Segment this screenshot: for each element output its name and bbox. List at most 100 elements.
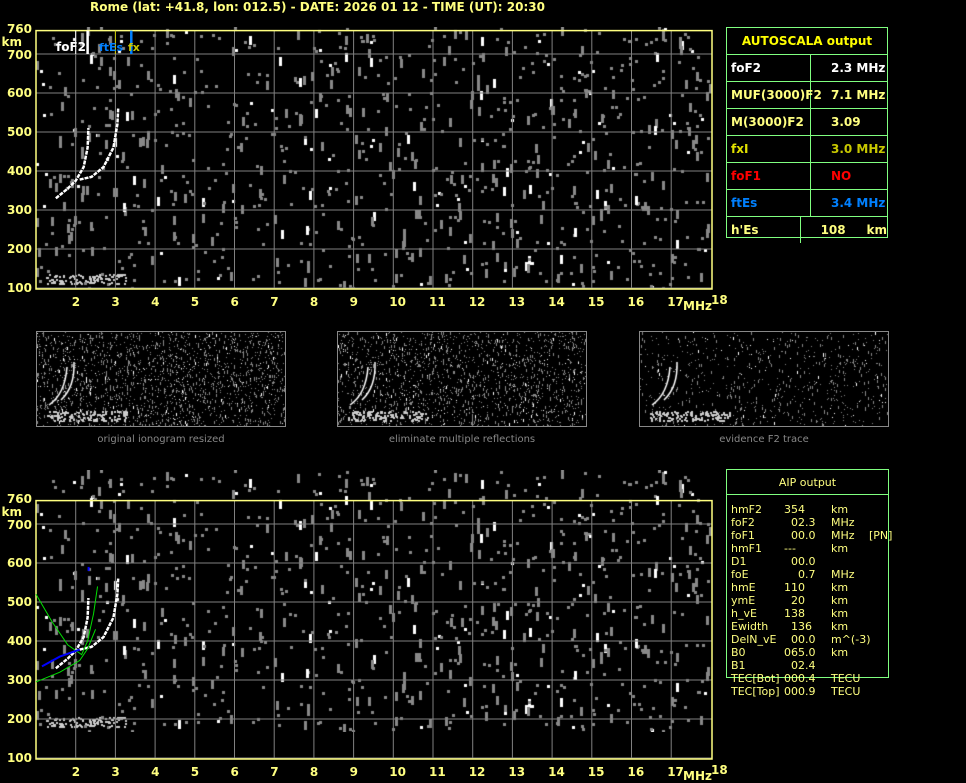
aip-row: hmF2 354 km [731, 503, 892, 516]
x-tick-label: 7 [270, 295, 279, 309]
aip-key: TEC[Top] [731, 685, 780, 698]
aip-value: 065.0 [784, 646, 816, 659]
x-tick-label: 4 [151, 765, 160, 779]
autoscala-row: foF1 NO [727, 163, 887, 190]
x-tick-label: 7 [270, 765, 279, 779]
x-last-label: 18 [711, 293, 728, 307]
x-tick-label: 9 [349, 765, 358, 779]
aip-key: ymE [731, 594, 756, 607]
aip-key: hmF2 [731, 503, 763, 516]
thumbnail-label: original ionogram resized [97, 434, 225, 445]
aip-unit: km [831, 581, 849, 594]
x-tick-label: 14 [548, 295, 565, 309]
aip-row: TEC[Top] 000.9 TECU [731, 685, 892, 698]
o-trace [55, 598, 90, 670]
autoscala-key: h'Es [727, 217, 801, 243]
o-trace [55, 128, 90, 200]
aip-row: Ewidth 136 km [731, 620, 892, 633]
autoscala-key: foF2 [727, 55, 811, 81]
x-tick-label: 2 [71, 765, 81, 779]
y-tick-label: 700 [6, 518, 32, 532]
x-tick-label: 10 [389, 295, 406, 309]
aip-key: Ewidth [731, 620, 769, 633]
autoscala-key: foF1 [727, 163, 811, 189]
autoscala-value: NO [831, 169, 852, 183]
y-tick-label: 760 [6, 21, 32, 36]
autoscala-row: MUF(3000)F2 7.1 MHz [727, 82, 887, 109]
model-profile-lower [35, 629, 97, 683]
autoscala-value: 108 km [820, 223, 887, 237]
aip-row: TEC[Bot] 000.4 TECU [731, 672, 892, 685]
x-tick-label: 15 [587, 295, 605, 309]
ftEs-marker-label: ftEs [99, 41, 124, 54]
aip-value: 00.0 [784, 529, 816, 542]
aip-value: 138 [784, 607, 805, 620]
ionogram-noise-bottom [36, 470, 712, 732]
aip-row: hmF1 --- km [731, 542, 892, 555]
autoscala-value: 7.1 MHz [831, 88, 886, 102]
y-tick-label: 300 [6, 673, 32, 687]
autoscala-value: 2.3 MHz [831, 61, 886, 75]
aip-value: 110 [784, 581, 805, 594]
x-tick-label: 3 [111, 295, 120, 309]
aip-unit: TECU [831, 672, 861, 685]
aip-unit: km [831, 594, 849, 607]
aip-key: hmE [731, 581, 756, 594]
aip-value: 00.0 [784, 555, 816, 568]
aip-unit: km [831, 620, 849, 633]
aip-unit: km [831, 646, 849, 659]
ionogram-noise-top [36, 27, 712, 289]
autoscala-output-table: AUTOSCALA output foF2 2.3 MHz MUF(3000)F2 7… [726, 27, 888, 243]
x-tick-label: 15 [587, 765, 605, 779]
autoscala-row: foF2 2.3 MHz [727, 55, 887, 82]
aip-value: 02.4 [784, 659, 816, 672]
y-tick-label: 200 [6, 242, 32, 256]
y-tick-label: 500 [6, 125, 32, 139]
aip-row: foF1 00.0 MHz [PN] [731, 529, 892, 542]
x-tick-label: 4 [151, 295, 160, 309]
autoscala-header: AUTOSCALA output [727, 28, 887, 55]
aip-key: foF1 [731, 529, 755, 542]
y-tick-label: 100 [6, 751, 32, 765]
x-last-label: 18 [711, 763, 728, 777]
ionogram-aip-plot [35, 499, 713, 760]
aip-key: foF2 [731, 516, 755, 529]
y-tick-label: 700 [6, 48, 32, 62]
x-tick-label: 10 [389, 765, 406, 779]
aip-output-values: hmF2 354 km foF2 02.3 MHz foF1 00.0 MHz [PN] hmF… [731, 503, 892, 698]
thumbnail-label: evidence F2 trace [719, 434, 809, 445]
aip-value: 000.4 [784, 672, 816, 685]
y-tick-label: 200 [6, 712, 32, 726]
aip-blue-trace [41, 648, 81, 668]
x-tick-label: 8 [309, 765, 319, 779]
thumbnail-original [36, 331, 286, 427]
autoscala-key: M(3000)F2 [727, 109, 811, 135]
x-tick-label: 12 [468, 765, 486, 779]
autoscala-key: MUF(3000)F2 [727, 82, 822, 108]
x-tick-label: 3 [111, 765, 120, 779]
y-tick-label: 400 [6, 164, 32, 178]
autoscala-value: 3.09 [831, 115, 861, 129]
autoscala-key: fxI [727, 136, 811, 162]
x-tick-label: 11 [429, 765, 446, 779]
y-unit-label: km [1, 504, 22, 519]
aip-row: B0 065.0 km [731, 646, 892, 659]
aip-row: DelN_vE 00.0 m^(-3) [731, 633, 892, 646]
aip-value: 00.0 [784, 633, 816, 646]
aip-row: D1 00.0 [731, 555, 892, 568]
y-tick-label: 600 [6, 86, 32, 100]
aip-row: h_vE 138 km [731, 607, 892, 620]
aip-key: B1 [731, 659, 746, 672]
model-profile-upper [35, 586, 99, 656]
aip-value: 0.7 [784, 568, 816, 581]
x-trace [79, 578, 120, 651]
aip-value: 20 [784, 594, 805, 607]
aip-key: foE [731, 568, 749, 581]
y-tick-label: 600 [6, 556, 32, 570]
aip-unit: MHz [831, 568, 855, 581]
aip-key: B0 [731, 646, 746, 659]
autoscala-row: ftEs 3.4 MHz [727, 190, 887, 217]
x-tick-label: 16 [627, 295, 645, 309]
aip-value: 000.9 [784, 685, 816, 698]
x-tick-label: 13 [508, 295, 526, 309]
